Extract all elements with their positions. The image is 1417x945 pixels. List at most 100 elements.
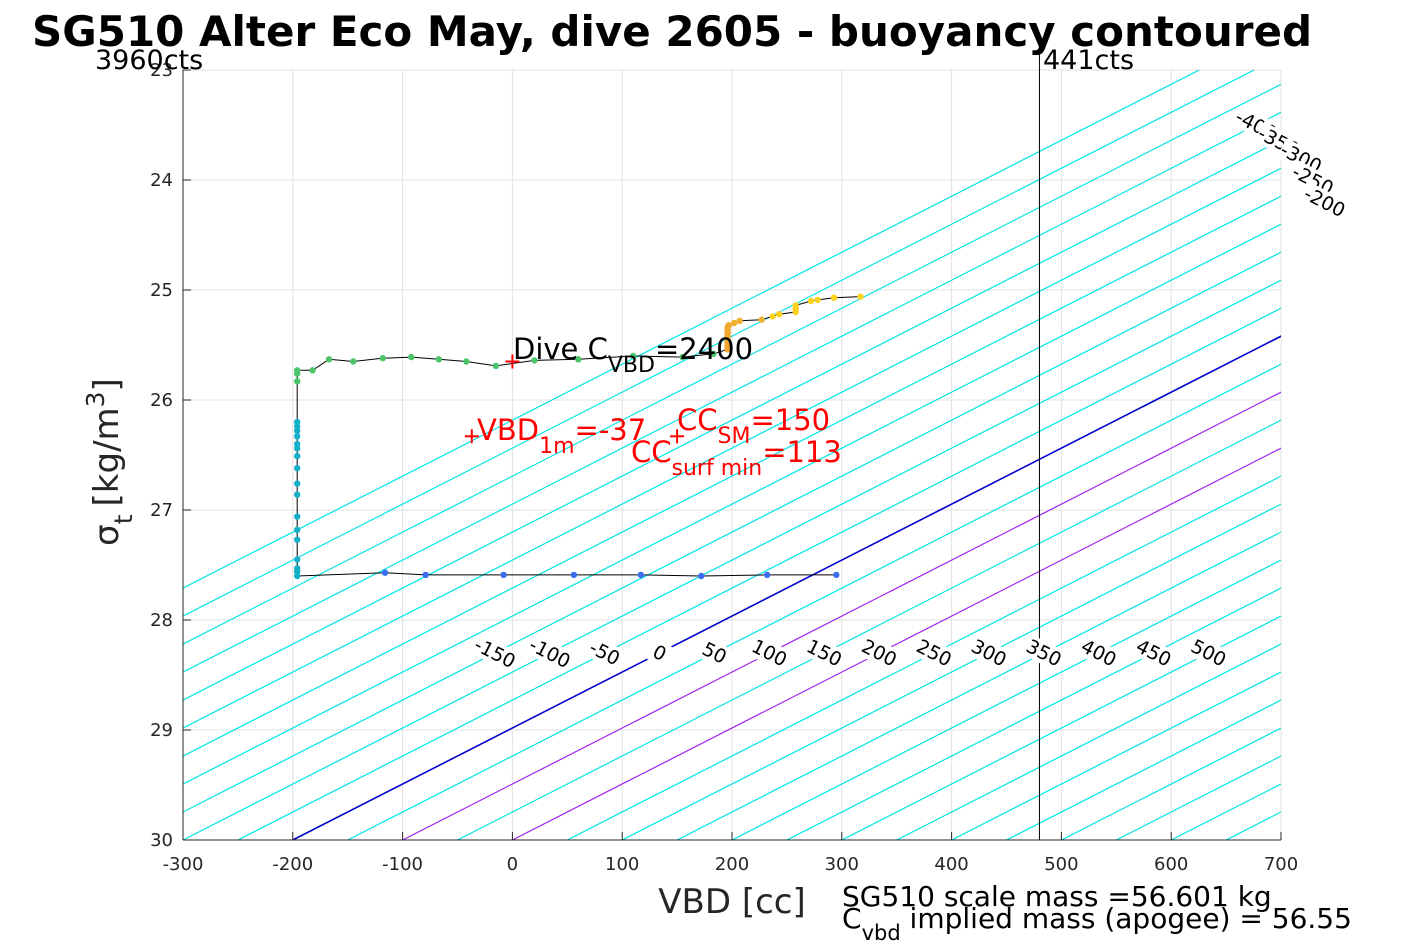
x-tick-label: 0 [507,854,518,875]
data-point [857,293,864,300]
data-point [293,427,301,434]
footer-line-1: SG510 scale mass =56.601 kg [842,880,1272,913]
contour-line [841,615,1281,840]
x-axis-label: VBD [cc] [658,882,806,922]
contour-line [786,587,1281,840]
data-point [500,571,507,579]
contour-line [183,167,1281,729]
data-series [293,293,864,580]
data-point [833,571,840,579]
data-point [730,319,738,327]
footer-line-2: Cvbd implied mass (apogee) = 56.55 [842,902,1352,945]
contour-line [347,363,1281,840]
contour-label-bottom: 400 [1074,633,1124,673]
data-point [293,465,301,472]
contour-label-bottom: -100 [525,633,575,673]
data-point [435,356,443,363]
data-point [381,569,389,576]
contour-line [183,195,1281,757]
data-point [769,313,776,320]
data-point [293,491,301,498]
data-point [492,362,500,370]
data-point [293,370,301,377]
data-point [698,572,705,580]
contour-line [457,419,1281,840]
dive-c-annotation: Dive CVBD=2400 [513,332,753,378]
data-point [679,353,686,361]
data-point [293,536,301,543]
contour-line [621,503,1281,840]
data-point [293,556,301,563]
contour-line [1006,699,1281,840]
data-point [531,357,538,364]
contour-line [237,307,1281,840]
data-point [736,317,743,324]
contour-line [1170,783,1281,840]
data-point [776,311,783,318]
ccsurf-annotation: CCsurf min=113 [631,435,842,481]
contour-line [183,111,1281,673]
contour-label-bottom: 200 [854,633,904,673]
contour-lines [183,70,1417,840]
data-point [293,445,301,452]
y-tick-label: 27 [150,500,173,521]
data-point [422,571,429,579]
data-point [830,294,838,301]
contour-line [183,223,1281,785]
data-point [293,513,301,520]
y-tick-label: 24 [150,170,173,191]
contour-line [183,251,1281,813]
data-point [293,480,301,487]
data-point [637,571,645,579]
y-tick-label: 29 [150,720,173,741]
x-tick-label: -300 [163,854,204,875]
y-tick-label: 25 [150,280,173,301]
data-point [724,346,731,353]
contour-line [676,531,1281,840]
data-point [629,352,637,360]
data-point [325,356,333,363]
data-point [807,297,815,305]
contour-line [896,643,1281,840]
contour-label-bottom: 500 [1183,633,1234,673]
data-point [349,358,357,365]
y-tick-label: 30 [150,830,173,851]
x-tick-label: -200 [272,854,313,875]
data-point [814,296,821,304]
contour-line [951,671,1281,840]
x-tick-label: -100 [382,854,423,875]
data-point [408,353,415,361]
data-point [293,378,301,385]
contour-label-text: -100 [525,634,573,673]
x-tick-label: 700 [1264,854,1298,875]
contour-label-bottom: 300 [964,633,1014,673]
contour-line [183,279,1281,840]
data-point [293,452,301,460]
contour-line [1061,727,1281,840]
contour-line [512,447,1281,840]
data-point [293,568,301,575]
contour-line [1336,70,1417,840]
contour-labels: -400-350-300-250-200-150 -100 -50 0 50 100 150… [470,105,1350,673]
contour-line [183,83,1281,645]
data-point [293,423,301,430]
contour-line [567,475,1281,840]
x-tick-label: 500 [1044,854,1078,875]
data-point [792,308,799,316]
contour-line [183,70,1255,617]
contour-line [183,139,1281,701]
ccsm-annotation: CCSM=150 [677,403,830,449]
axes: -300 -200 -100 0 100 200 300 400 500 600 700232425… [150,60,1298,875]
data-point [293,440,301,448]
grid [182,69,1282,841]
data-point [293,572,301,580]
data-point [293,526,301,533]
counts-left: 3960cts [95,45,203,76]
vbd1m-annotation: VBD1m=-37 [477,413,646,459]
chart-title: SG510 Alter Eco May, dive 2605 - buoyanc… [32,7,1312,56]
data-point [309,367,316,374]
x-tick-label: 100 [605,854,639,875]
x-tick-label: 600 [1154,854,1188,875]
contour-line [731,559,1281,840]
